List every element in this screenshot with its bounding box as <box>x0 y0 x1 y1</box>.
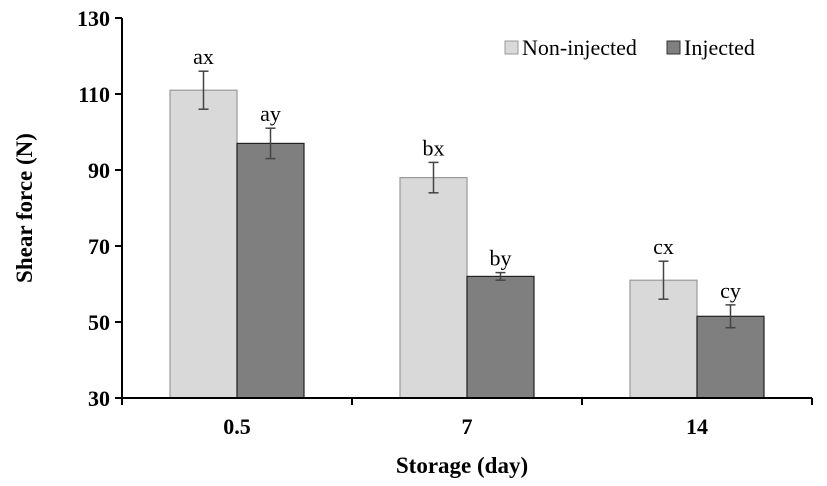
legend-label-injected: Injected <box>684 35 755 60</box>
significance-label: cx <box>653 234 674 259</box>
significance-label: bx <box>423 135 445 160</box>
y-axis-ticks: 30 50 70 90 110 130 <box>77 6 122 411</box>
x-axis-title: Storage (day) <box>396 453 528 478</box>
bar-injected <box>466 275 535 399</box>
legend-label-non-injected: Non-injected <box>522 35 637 60</box>
axes <box>121 18 812 399</box>
y-tick-label: 30 <box>88 386 110 411</box>
significance-label: ay <box>260 101 281 126</box>
legend-swatch-injected <box>666 40 681 55</box>
y-tick-label: 130 <box>77 6 110 31</box>
bars: ax ay bx by cx cy <box>169 44 765 399</box>
y-axis-title: Shear force (N) <box>12 133 37 283</box>
bar-non-injected <box>169 89 238 399</box>
x-tick-label: 0.5 <box>223 414 251 439</box>
bar-non-injected <box>399 177 468 399</box>
x-tick-label: 14 <box>686 414 708 439</box>
y-tick-label: 70 <box>88 234 110 259</box>
bar-injected <box>236 142 305 399</box>
y-tick-label: 110 <box>78 82 110 107</box>
legend-swatch-non-injected <box>504 40 519 55</box>
x-tick-label: 7 <box>462 414 473 439</box>
significance-label: by <box>490 246 512 271</box>
y-tick-label: 90 <box>88 158 110 183</box>
significance-label: cy <box>720 278 741 303</box>
legend: Non-injected Injected <box>504 35 755 60</box>
bar-injected <box>696 315 765 399</box>
x-axis-ticks: 0.5 7 14 <box>121 398 813 439</box>
y-tick-label: 50 <box>88 310 110 335</box>
significance-label: ax <box>193 44 214 69</box>
